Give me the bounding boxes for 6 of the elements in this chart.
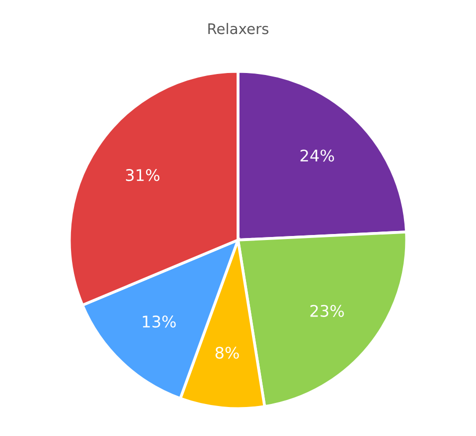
data-label: 24% (300, 150, 334, 162)
chart-title: Relaxers (208, 22, 268, 34)
data-label: 31% (126, 169, 160, 182)
data-label: 23% (310, 304, 344, 317)
data-label: 13% (142, 316, 176, 328)
data-label: 8% (216, 346, 239, 359)
